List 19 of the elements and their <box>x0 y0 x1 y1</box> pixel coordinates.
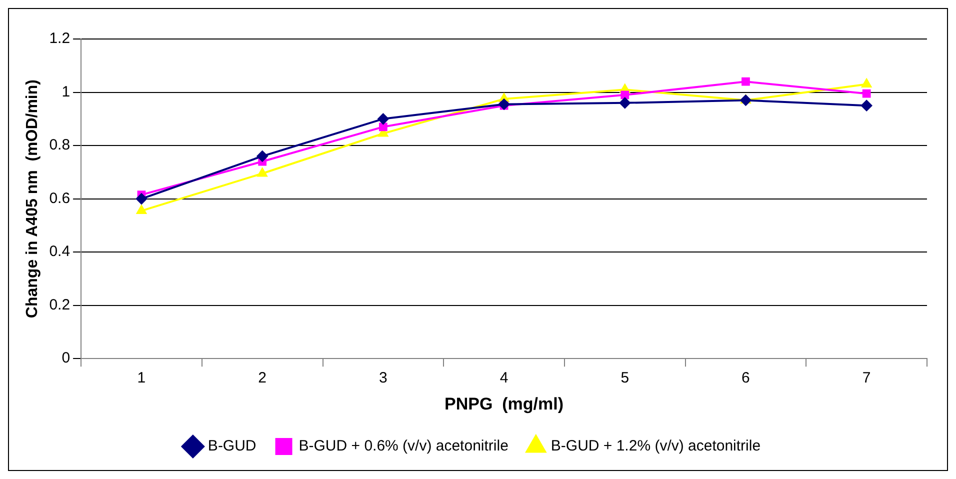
y-tick-label: 0.8 <box>49 136 70 154</box>
x-tick-label: 4 <box>500 370 508 387</box>
legend-label: B-GUD + 1.2% (v/v) acetonitrile <box>550 438 761 455</box>
y-axis-title: Change in A405 nm (mOD/min) <box>24 80 42 318</box>
legend-label: B-GUD <box>208 438 256 455</box>
y-tick-label: 0.6 <box>49 190 70 207</box>
x-tick-label: 6 <box>742 370 750 387</box>
x-tick-label: 3 <box>379 370 388 387</box>
y-tick-label: 0.2 <box>49 296 70 314</box>
y-tick-label: 0.4 <box>49 243 70 260</box>
x-tick-label: 5 <box>620 370 630 387</box>
x-tick-label: 7 <box>862 370 871 387</box>
x-axis-title: PNPG (mg/ml) <box>444 394 564 414</box>
y-tick-label: 1.2 <box>49 30 70 48</box>
legend-label: B-GUD + 0.6% (v/v) acetonitrile <box>298 438 508 455</box>
x-tick-label: 1 <box>137 370 146 387</box>
y-tick-label: 1 <box>62 83 70 100</box>
y-tick-label: 0 <box>62 350 70 367</box>
x-tick-label: 2 <box>258 370 266 387</box>
